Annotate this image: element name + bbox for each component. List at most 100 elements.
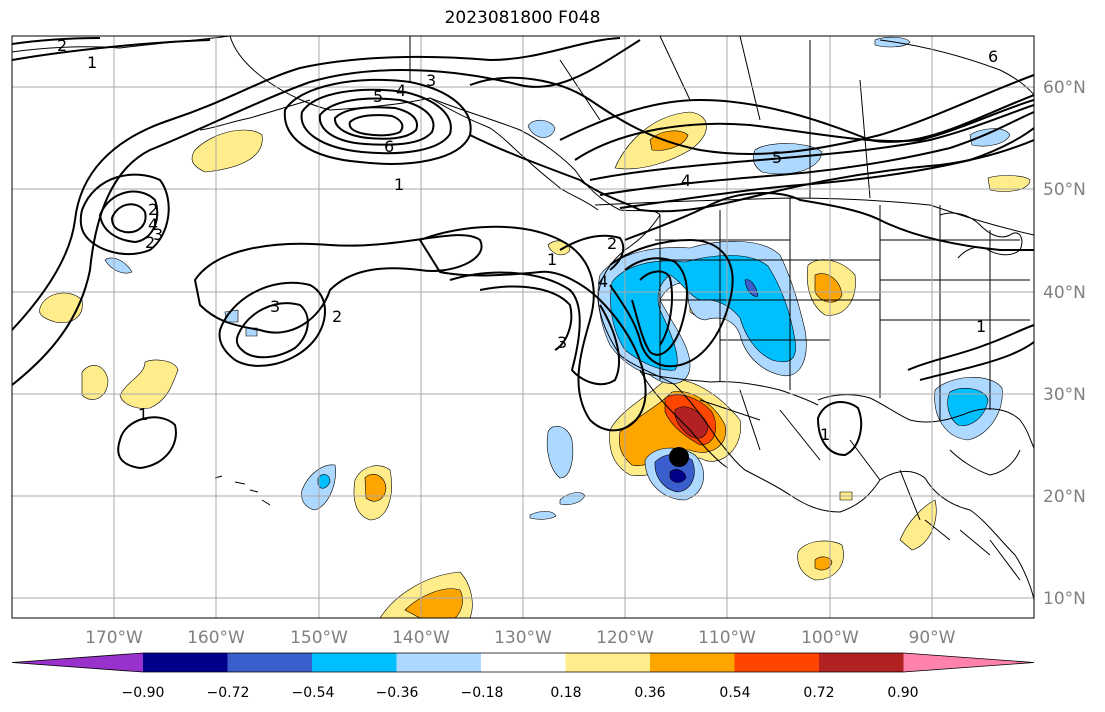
- colorbar-segment: [734, 653, 820, 672]
- contour-labels: 2 1 5 4 3 6 1 2 2 4 3 3 2 1 2 4 3 1 1 6 …: [57, 36, 998, 444]
- colorbar-tick: −0.72: [207, 685, 250, 701]
- colorbar-tick: −0.36: [376, 685, 419, 701]
- lightblue-patch: [546, 425, 574, 479]
- contour-label: 1: [976, 317, 986, 336]
- contour-line: [418, 225, 647, 432]
- colorbar-tick: 0.72: [803, 685, 834, 701]
- colorbar-ticks: −0.90 −0.72 −0.54 −0.36 −0.18 0.18 0.36 …: [122, 685, 919, 701]
- lat-label: 10°N: [1043, 589, 1086, 609]
- contour-line: [218, 281, 326, 367]
- contour-lines: [12, 37, 1034, 470]
- lat-label: 20°N: [1043, 487, 1086, 507]
- contour-line: [619, 127, 1034, 209]
- lon-label: 100°W: [801, 628, 859, 648]
- longitude-labels: 170°W 160°W 150°W 140°W 130°W 120°W 110°…: [85, 628, 956, 648]
- contour-line: [98, 190, 159, 244]
- lat-label: 40°N: [1043, 283, 1086, 303]
- yellow-patch: [191, 129, 263, 173]
- yucatan: [949, 449, 1021, 476]
- map-frame: [11, 35, 1035, 619]
- colorbar-tick: 0.36: [634, 685, 665, 701]
- contour-label: 3: [426, 71, 436, 90]
- colorbar-segment: [143, 653, 228, 672]
- lightblue-patch: [529, 511, 557, 520]
- lat-label: 50°N: [1043, 180, 1086, 200]
- colorbar: [11, 652, 1035, 673]
- contour-line: [479, 285, 573, 351]
- contour-label: 4: [396, 81, 406, 100]
- colorbar-tick: 0.18: [550, 685, 581, 701]
- colorbar-segment: [227, 653, 313, 672]
- contour-line: [599, 111, 1034, 196]
- contour-label: 2: [332, 307, 342, 326]
- lon-label: 140°W: [392, 628, 450, 648]
- darkred-patch: [674, 406, 709, 439]
- contour-line: [12, 37, 621, 331]
- hawaii-islands: [214, 475, 271, 506]
- navy-patch: [669, 469, 687, 483]
- contour-label: 2: [607, 234, 617, 253]
- contour-line: [12, 39, 641, 386]
- contour-line: [449, 271, 621, 386]
- lon-label: 170°W: [85, 628, 143, 648]
- contour-label: 2: [57, 36, 67, 55]
- yellow-patch: [987, 175, 1031, 192]
- contour-line: [12, 39, 211, 61]
- lon-label: 90°W: [909, 628, 956, 648]
- contour-label: 4: [681, 171, 691, 190]
- orange-patch: [364, 473, 387, 502]
- mexico-states: [699, 389, 921, 521]
- colorbar-segment: [312, 653, 397, 672]
- contour-line: [110, 203, 147, 234]
- contour-label: 3: [557, 333, 567, 352]
- lightblue-patch: [104, 257, 133, 274]
- contour-line: [907, 324, 1034, 371]
- orange-patch: [814, 273, 843, 303]
- colorbar-tick: −0.18: [461, 685, 504, 701]
- colorbar-tick: 0.90: [887, 685, 918, 701]
- contour-label: 1: [394, 175, 404, 194]
- contour-line: [334, 106, 418, 140]
- alaska-panhandle: [429, 97, 526, 159]
- contour-line: [300, 88, 452, 155]
- contour-line: [469, 134, 1034, 213]
- contour-label: 2: [145, 233, 155, 252]
- contour-label: 4: [598, 272, 608, 291]
- contour-label: 5: [772, 148, 782, 167]
- contour-line: [624, 192, 1034, 252]
- contour-line: [574, 99, 1034, 161]
- yellow-patch: [81, 365, 109, 400]
- contour-line: [12, 37, 101, 45]
- contour-line: [318, 97, 435, 146]
- colorbar-outline: [11, 652, 1035, 673]
- colorbar-segment: [481, 653, 566, 672]
- colorbar-segment: [565, 653, 651, 672]
- grid-lines: [12, 36, 1034, 618]
- colorbar-tick: −0.54: [292, 685, 335, 701]
- lon-label: 110°W: [698, 628, 756, 648]
- contour-line: [348, 114, 404, 137]
- contour-label: 1: [138, 405, 148, 424]
- contour-label: 4: [148, 215, 158, 234]
- contour-label: 6: [384, 137, 394, 156]
- contour-line: [624, 257, 688, 356]
- us-mexico-border: [639, 371, 819, 406]
- lightblue-patch: [527, 119, 556, 138]
- contour-line: [919, 341, 1034, 381]
- north-america-coast: [229, 36, 1034, 601]
- colorbar-segment: [903, 653, 1034, 672]
- lon-label: 120°W: [596, 628, 654, 648]
- map-area: 2 1 5 4 3 6 1 2 2 4 3 3 2 1 2 4 3 1 1 6 …: [12, 36, 1034, 618]
- orange-patch: [649, 130, 689, 151]
- contour-line: [117, 416, 177, 470]
- lightblue-patch: [969, 128, 1011, 147]
- gulf-coast: [817, 394, 1034, 449]
- lon-label: 130°W: [494, 628, 552, 648]
- contour-label: 1: [547, 250, 557, 269]
- contour-line: [559, 234, 625, 271]
- yellow-patch: [119, 359, 179, 409]
- colorbar-segment: [819, 653, 904, 672]
- yellow-patch: [899, 499, 937, 551]
- baja-peninsula: [639, 369, 729, 469]
